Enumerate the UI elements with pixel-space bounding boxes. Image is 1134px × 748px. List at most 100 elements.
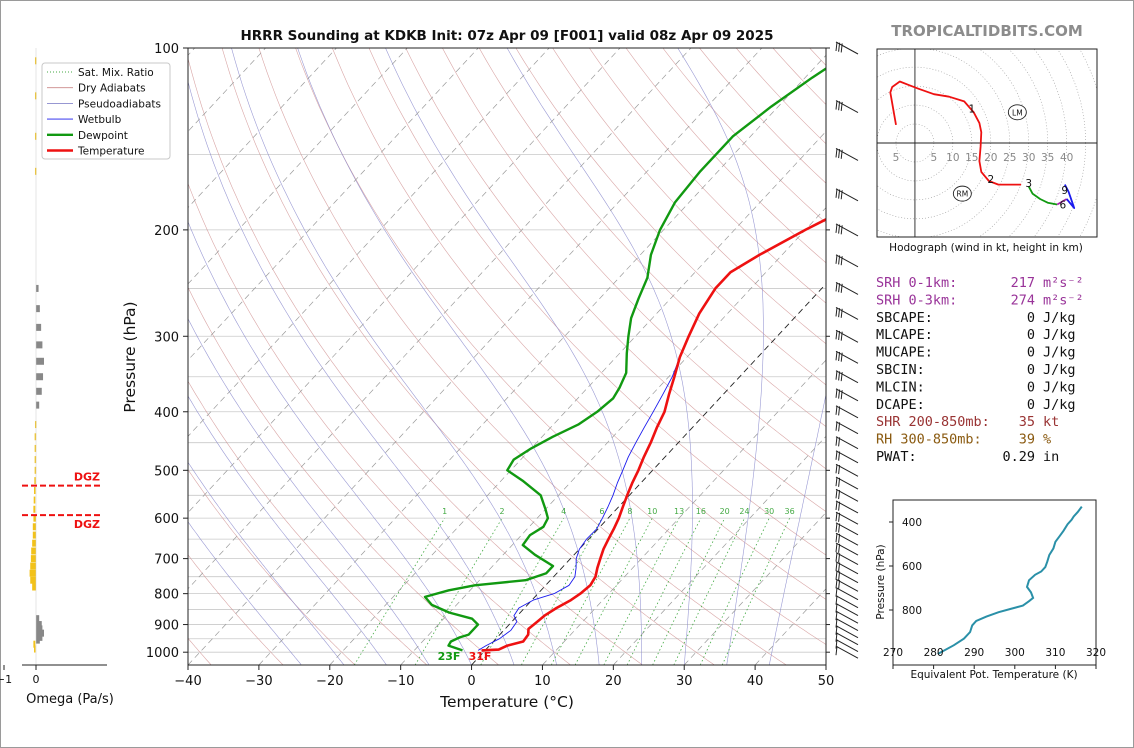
dry-adiabat	[188, 469, 356, 665]
hodograph-tick-label: 5	[893, 152, 900, 164]
omega-bar	[36, 373, 44, 381]
wind-barb-icon	[835, 254, 859, 268]
index-value: 0	[1027, 310, 1035, 326]
dry-adiabat	[1067, 48, 1134, 665]
skewt-x-tick-label: −40	[174, 674, 201, 689]
omega-bar	[33, 640, 36, 648]
index-row: SHR 200-850mb: 35 kt	[876, 414, 1059, 430]
omega-bar	[29, 569, 36, 577]
pseudoadiabat	[506, 48, 693, 665]
theta-e-x-tick-label: 320	[1086, 647, 1106, 659]
wind-barb-icon	[835, 645, 859, 659]
omega-xlabel: Omega (Pa/s)	[26, 692, 114, 707]
dgz-label: DGZ	[74, 518, 100, 531]
mixing-ratio-label: 36	[785, 507, 795, 516]
dry-adiabat	[295, 48, 826, 645]
isotherm	[683, 512, 826, 665]
wind-barb-icon	[835, 476, 859, 490]
omega-bar	[34, 421, 37, 429]
omega-bar	[34, 132, 37, 140]
wind-barb-icon	[835, 632, 859, 646]
wind-barb-icon	[835, 500, 859, 514]
dry-adiabat	[188, 182, 571, 665]
index-label: MUCAPE:	[876, 345, 933, 361]
skewt-plot: 1 2 4 6 8 10 13 16 20 24 30 36 −40 −30 −20 −10 0 10 20 30 4…	[41, 41, 1134, 711]
skewt-x-tick-label: 20	[605, 674, 622, 689]
index-value: 217	[1011, 275, 1035, 291]
skewt-x-tick-label: −20	[316, 674, 343, 689]
wind-barb-icon	[835, 223, 859, 237]
wind-barb-icon	[835, 421, 859, 435]
omega-bar	[34, 57, 37, 65]
index-unit: m²s⁻²	[1043, 292, 1084, 308]
hodograph-tick-label: 25	[1003, 152, 1016, 164]
skewt-x-tick-label: −30	[245, 674, 272, 689]
index-label: SHR 200-850mb:	[876, 414, 990, 430]
theta-e-ylabel: Pressure (hPa)	[875, 544, 887, 619]
sounding-indices: SRH 0-1km: 217 m²s⁻² SRH 0-3km: 274 m²s⁻² SBCA…	[876, 275, 1084, 465]
isotherm	[329, 130, 826, 665]
wind-barb-icon	[835, 450, 859, 464]
mixing-ratio-line	[521, 518, 603, 665]
skewt-y-tick-label: 200	[154, 224, 179, 239]
theta-e-frame	[892, 499, 1097, 666]
index-value: 39	[1019, 432, 1035, 448]
hodograph-trace	[889, 80, 1022, 186]
storm-motion-label: LM	[1012, 108, 1023, 117]
hodograph-tick-label: 40	[1060, 152, 1073, 164]
wind-barb-icon	[835, 463, 859, 477]
omega-bar	[34, 466, 37, 474]
hodograph-tick-label: 15	[965, 152, 978, 164]
storm-motion-marker: RM	[952, 185, 972, 202]
index-unit: J/kg	[1043, 345, 1076, 361]
index-row: MUCAPE: 0 J/kg	[876, 345, 1076, 361]
omega-x-tick-label: −1	[0, 673, 12, 686]
dry-adiabat	[515, 48, 826, 386]
index-value: 0	[1027, 345, 1035, 361]
hodograph-height-label: 9	[1061, 185, 1068, 197]
theta-e-y-tick-label: 800	[902, 605, 922, 617]
omega-bar	[36, 284, 39, 292]
mixing-ratio-line	[721, 518, 790, 665]
omega-bar	[30, 576, 36, 584]
surface-dewpoint-label: 23F	[438, 650, 461, 663]
mixing-ratio-line	[353, 517, 446, 665]
omega-bar	[34, 92, 37, 100]
isotherm	[188, 48, 621, 514]
mixing-ratio-label: 4	[561, 507, 566, 516]
pseudoadiabat	[188, 395, 387, 665]
legend-label: Dewpoint	[78, 130, 128, 142]
dry-adiabat	[368, 48, 826, 556]
legend-label: Sat. Mix. Ratio	[78, 67, 154, 79]
omega-bar	[34, 456, 37, 464]
index-unit: J/kg	[1043, 379, 1076, 395]
omega-bar	[33, 496, 36, 504]
mixing-ratio-line	[574, 518, 653, 665]
skewt-x-tick-label: 40	[747, 674, 764, 689]
mixing-ratio-label: 8	[627, 507, 632, 516]
dry-adiabat	[772, 48, 826, 105]
omega-bar	[36, 387, 42, 395]
wind-barb-icon	[835, 147, 859, 161]
index-unit: m²s⁻²	[1043, 275, 1084, 291]
omega-bar	[34, 645, 36, 653]
wind-barb-icon	[835, 188, 859, 202]
skewt-y-tick-label: 300	[154, 330, 179, 345]
wind-barb-icon	[835, 639, 859, 652]
omega-bar	[34, 444, 37, 452]
index-row: SBCIN: 0 J/kg	[876, 362, 1076, 378]
legend-label: Pseudoadiabats	[78, 98, 161, 110]
skewt-y-tick-label: 600	[154, 512, 179, 527]
theta-e-plot: 270 280 290 300 310 320 400 600 800 Equivalent P…	[875, 499, 1106, 681]
wind-barb-icon	[835, 532, 859, 546]
omega-bar	[30, 562, 36, 570]
omega-bar	[33, 514, 36, 522]
index-label: SRH 0-1km:	[876, 275, 957, 291]
wind-barb-icon	[835, 511, 859, 525]
skewt-x-tick-label: −10	[387, 674, 414, 689]
mixing-ratio-line	[414, 517, 503, 665]
index-unit: J/kg	[1043, 310, 1076, 326]
skewt-x-tick-label: 0	[467, 674, 475, 689]
mixing-ratio-label: 1	[442, 507, 447, 516]
wind-barb-icon	[835, 625, 859, 639]
